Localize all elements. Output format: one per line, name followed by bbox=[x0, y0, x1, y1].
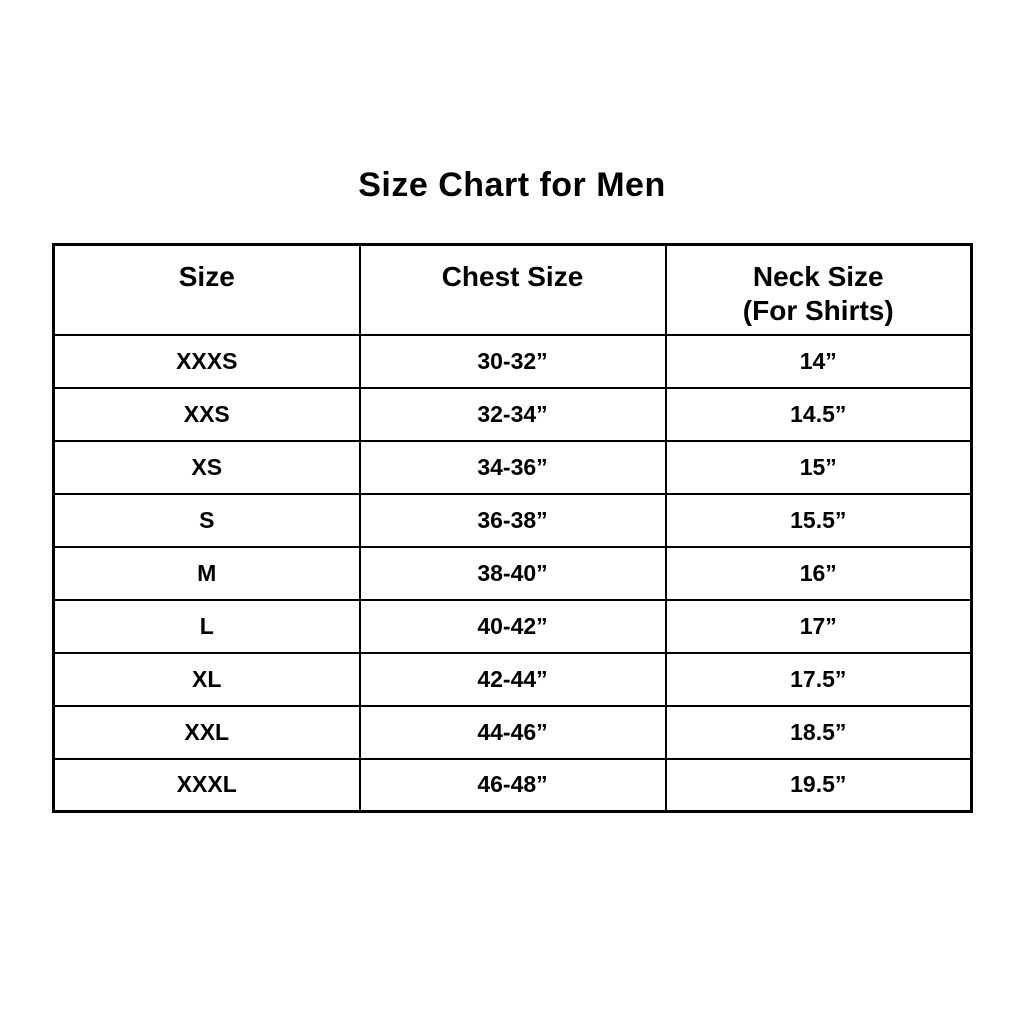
table-cell: 14” bbox=[664, 333, 973, 389]
table-cell: 17” bbox=[664, 598, 973, 654]
size-table-body: XXXS 30-32” 14” XXS 32-34” 14.5” XS 34-36” 15” S 3… bbox=[52, 333, 973, 813]
table-cell: 14.5” bbox=[664, 386, 973, 442]
table-row: M 38-40” 16” bbox=[52, 545, 973, 601]
table-cell: XXXS bbox=[52, 333, 361, 389]
header-row: Size Chest Size Neck Size (For Shirts) bbox=[52, 243, 973, 336]
table-cell: XS bbox=[52, 439, 361, 495]
column-header-size: Size bbox=[52, 243, 361, 336]
size-table-header: Size Chest Size Neck Size (For Shirts) bbox=[52, 243, 973, 336]
size-chart-table: Size Chest Size Neck Size (For Shirts) X… bbox=[52, 243, 973, 813]
table-row: L 40-42” 17” bbox=[52, 598, 973, 654]
table-cell: 30-32” bbox=[358, 333, 667, 389]
table-cell: 44-46” bbox=[358, 704, 667, 760]
table-cell: 38-40” bbox=[358, 545, 667, 601]
table-cell: 32-34” bbox=[358, 386, 667, 442]
table-cell: 15” bbox=[664, 439, 973, 495]
table-row: XXS 32-34” 14.5” bbox=[52, 386, 973, 442]
table-cell: XL bbox=[52, 651, 361, 707]
table-cell: 46-48” bbox=[358, 757, 667, 813]
table-row: XXL 44-46” 18.5” bbox=[52, 704, 973, 760]
table-row: XL 42-44” 17.5” bbox=[52, 651, 973, 707]
table-cell: XXS bbox=[52, 386, 361, 442]
table-cell: M bbox=[52, 545, 361, 601]
table-cell: 42-44” bbox=[358, 651, 667, 707]
table-cell: S bbox=[52, 492, 361, 548]
table-cell: 19.5” bbox=[664, 757, 973, 813]
table-row: XXXL 46-48” 19.5” bbox=[52, 757, 973, 813]
page-title: Size Chart for Men bbox=[358, 166, 666, 204]
table-cell: 17.5” bbox=[664, 651, 973, 707]
table-cell: XXL bbox=[52, 704, 361, 760]
table-row: XXXS 30-32” 14” bbox=[52, 333, 973, 389]
table-cell: 36-38” bbox=[358, 492, 667, 548]
table-row: S 36-38” 15.5” bbox=[52, 492, 973, 548]
table-cell: 18.5” bbox=[664, 704, 973, 760]
column-header-neck-size: Neck Size (For Shirts) bbox=[664, 243, 973, 336]
table-cell: L bbox=[52, 598, 361, 654]
table-cell: XXXL bbox=[52, 757, 361, 813]
table-cell: 34-36” bbox=[358, 439, 667, 495]
table-cell: 16” bbox=[664, 545, 973, 601]
table-cell: 15.5” bbox=[664, 492, 973, 548]
table-row: XS 34-36” 15” bbox=[52, 439, 973, 495]
column-header-chest-size: Chest Size bbox=[358, 243, 667, 336]
table-cell: 40-42” bbox=[358, 598, 667, 654]
